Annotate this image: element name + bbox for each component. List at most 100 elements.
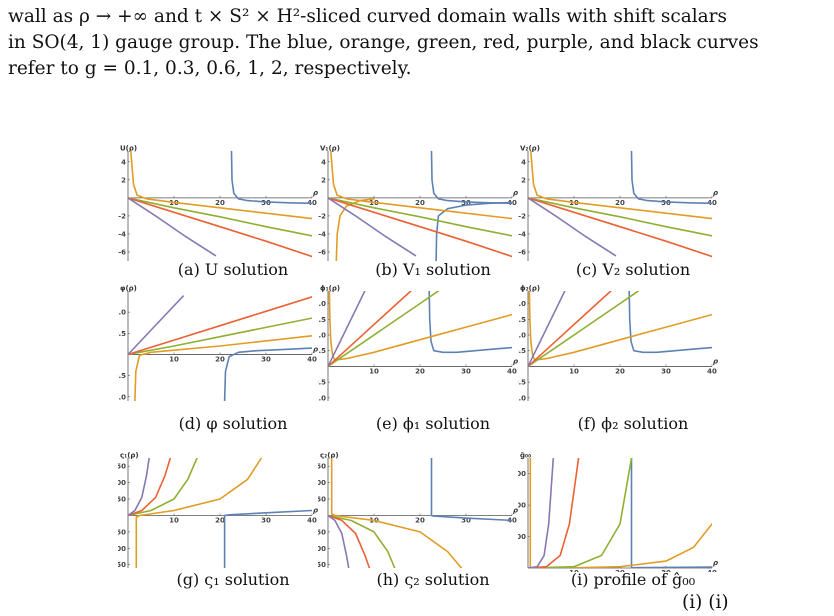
text-line-3: refer to g = 0.1, 0.3, 0.6, 1, 2, respec… — [8, 58, 412, 79]
x-tick-label: 20 — [615, 367, 625, 375]
caption-g: (g) ς₁ solution — [176, 570, 290, 589]
x-tick-label: 30 — [461, 516, 471, 524]
x-tick-label: 10 — [569, 569, 579, 572]
series-blue — [430, 151, 512, 205]
bottom-text-fragment: (i) (i) — [682, 592, 729, 613]
series-red — [328, 291, 412, 368]
x-tick-label: 20 — [415, 516, 425, 524]
series-purple — [528, 197, 617, 257]
panel-e: 10 20 30 40 2.0 1.5 1.0 0.5 -0.5 -1.0 ϕ₁(ρ) ρ — [318, 285, 518, 405]
y-tick-label: -2 — [518, 212, 526, 220]
series-orange — [134, 334, 312, 401]
series-orange — [328, 291, 512, 361]
series-purple — [128, 197, 217, 257]
series-blue — [230, 151, 312, 205]
y-tick-label: -1.0 — [118, 393, 126, 401]
x-axis-label: ρ — [513, 189, 518, 197]
y-axis-label: ς₁(ρ) — [120, 452, 139, 460]
chart-d: 10 20 30 40 1.0 0.5 -0.5 -1.0 φ(ρ) ρ — [118, 285, 318, 401]
y-tick-label: 0.5 — [518, 347, 526, 355]
series-green — [128, 458, 198, 517]
x-tick-label: 40 — [307, 199, 317, 207]
y-tick-label: -150 — [118, 561, 126, 569]
y-tick-label: -2 — [318, 212, 326, 220]
series-blue — [223, 347, 312, 401]
x-tick-label: 40 — [707, 569, 717, 572]
x-tick-label: 30 — [461, 367, 471, 375]
x-axis-label: ρ — [513, 506, 518, 514]
series-orange — [130, 151, 312, 220]
x-tick-label: 30 — [661, 199, 671, 207]
x-tick-label: 30 — [661, 367, 671, 375]
series-green — [528, 197, 712, 237]
x-tick-label: 20 — [215, 199, 225, 207]
y-tick-label: 2 — [321, 176, 326, 184]
x-axis-label: ρ — [713, 357, 718, 365]
x-axis-label: ρ — [313, 189, 318, 197]
y-tick-label: 50 — [318, 496, 326, 504]
x-axis-label: ρ — [713, 189, 718, 197]
caption-e: (e) ϕ₁ solution — [375, 414, 491, 433]
panel-i: 10 20 30 40 1500 1000 500 ĝ₀₀ ρ — [518, 452, 718, 572]
y-tick-label: -0.5 — [518, 379, 526, 387]
y-axis-label: U(ρ) — [120, 145, 137, 153]
y-axis-label: V₁(ρ) — [320, 145, 340, 153]
panel-f: 10 20 30 40 2.0 1.5 1.0 0.5 -0.5 -1.0 ϕ₂(ρ) ρ — [518, 285, 718, 405]
x-tick-label: 40 — [707, 367, 717, 375]
x-axis-label: ρ — [313, 506, 318, 514]
x-tick-label: 20 — [415, 367, 425, 375]
caption-a: (a) U solution — [177, 260, 289, 279]
x-tick-label: 10 — [569, 367, 579, 375]
y-tick-label: -0.5 — [118, 372, 126, 380]
x-tick-label: 40 — [707, 199, 717, 207]
series-green — [128, 197, 312, 237]
series-purple — [128, 295, 184, 356]
x-tick-label: 30 — [261, 355, 271, 363]
y-tick-label: 50 — [118, 496, 126, 504]
series-red — [128, 458, 172, 517]
series-purple — [328, 291, 366, 368]
x-tick-label: 10 — [169, 516, 179, 524]
series-red — [328, 197, 512, 258]
series-green — [528, 458, 633, 568]
y-axis-label: ϕ₂(ρ) — [520, 285, 540, 293]
x-tick-label: 40 — [507, 199, 517, 207]
series-purple — [328, 514, 350, 568]
series-green — [328, 197, 512, 237]
series-green — [128, 317, 312, 356]
text-line-2: in SO(4, 1) gauge group. The blue, orang… — [8, 32, 759, 53]
series-purple — [128, 458, 151, 517]
y-tick-label: -6 — [518, 248, 526, 256]
y-axis-label: φ(ρ) — [120, 285, 137, 293]
x-tick-label: 30 — [261, 199, 271, 207]
y-tick-label: 0.5 — [318, 347, 326, 355]
y-tick-label: 1500 — [518, 470, 526, 478]
text-line-1: wall as ρ → +∞ and t × S² × H²-sliced cu… — [8, 6, 728, 27]
series-blue — [630, 458, 712, 568]
y-tick-label: -0.5 — [318, 379, 326, 387]
y-tick-label: -1.0 — [318, 394, 326, 402]
x-tick-label: 20 — [215, 355, 225, 363]
x-tick-label: 40 — [507, 516, 517, 524]
x-axis-label: ρ — [313, 345, 318, 353]
x-tick-label: 30 — [661, 569, 671, 572]
y-tick-label: 2.0 — [518, 300, 526, 308]
chart-g: 10 20 30 40 150 100 50 -50 -100 -150 ς₁(ρ) ρ — [118, 452, 318, 569]
y-tick-label: -50 — [318, 528, 326, 536]
series-green — [528, 291, 640, 368]
y-tick-label: 1.5 — [518, 316, 526, 324]
y-tick-label: 4 — [121, 158, 126, 166]
x-tick-label: 40 — [307, 516, 317, 524]
y-tick-label: -150 — [318, 561, 326, 569]
y-tick-label: -100 — [118, 545, 126, 553]
series-blue — [430, 458, 512, 522]
series-blue — [435, 201, 512, 261]
y-tick-label: 1.0 — [518, 332, 526, 340]
y-tick-label: 150 — [318, 463, 326, 471]
x-tick-label: 20 — [415, 199, 425, 207]
y-tick-label: -50 — [118, 528, 126, 536]
caption-d: (d) φ solution — [178, 414, 288, 433]
y-tick-label: 0.5 — [118, 330, 126, 338]
y-tick-label: -100 — [318, 545, 326, 553]
y-tick-label: -4 — [518, 230, 526, 238]
